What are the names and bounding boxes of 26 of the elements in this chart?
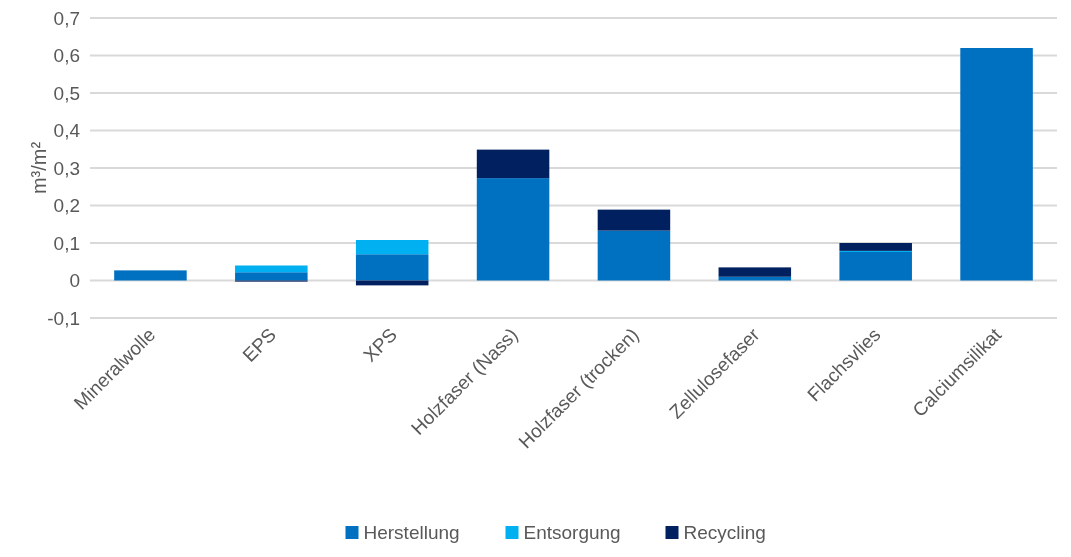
bar <box>718 267 792 277</box>
y-tick-label: 0,4 <box>53 120 81 142</box>
bar <box>355 254 429 281</box>
y-tick-label: 0,7 <box>53 7 80 29</box>
y-tick-label: 0,1 <box>53 232 80 254</box>
y-tick-label: 0,2 <box>53 195 80 217</box>
legend-label: Recycling <box>683 522 766 543</box>
y-tick-label: 0,3 <box>53 157 80 179</box>
bar <box>960 48 1033 281</box>
legend-label: Entsorgung <box>523 522 621 543</box>
y-axis-title: m³/m² <box>28 141 50 195</box>
bar <box>597 230 671 281</box>
bar <box>839 243 912 251</box>
y-tick-label: 0 <box>69 270 80 292</box>
legend-label: Herstellung <box>363 522 460 543</box>
y-tick-label: 0,6 <box>53 45 80 67</box>
bar <box>355 240 429 255</box>
bar <box>476 178 550 281</box>
bar <box>476 149 550 179</box>
bar <box>839 252 912 281</box>
bar <box>597 209 671 231</box>
y-tick-label: 0,5 <box>53 82 80 104</box>
bar <box>718 276 792 281</box>
bar <box>114 270 187 281</box>
y-tick-label: -0,1 <box>47 307 80 329</box>
bar <box>235 272 308 281</box>
